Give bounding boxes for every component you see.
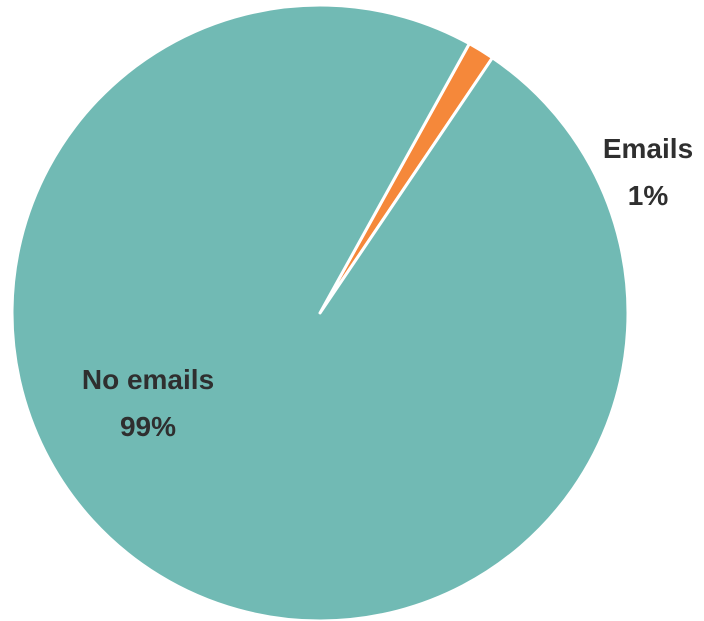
pie-slice-no-emails <box>10 3 630 621</box>
data-label-emails-percent: 1% <box>628 180 669 211</box>
data-label-emails-name: Emails <box>603 133 693 164</box>
pie-slices <box>10 3 630 621</box>
data-label-no-emails-percent: 99% <box>120 411 176 442</box>
data-label-no-emails-name: No emails <box>82 364 214 395</box>
